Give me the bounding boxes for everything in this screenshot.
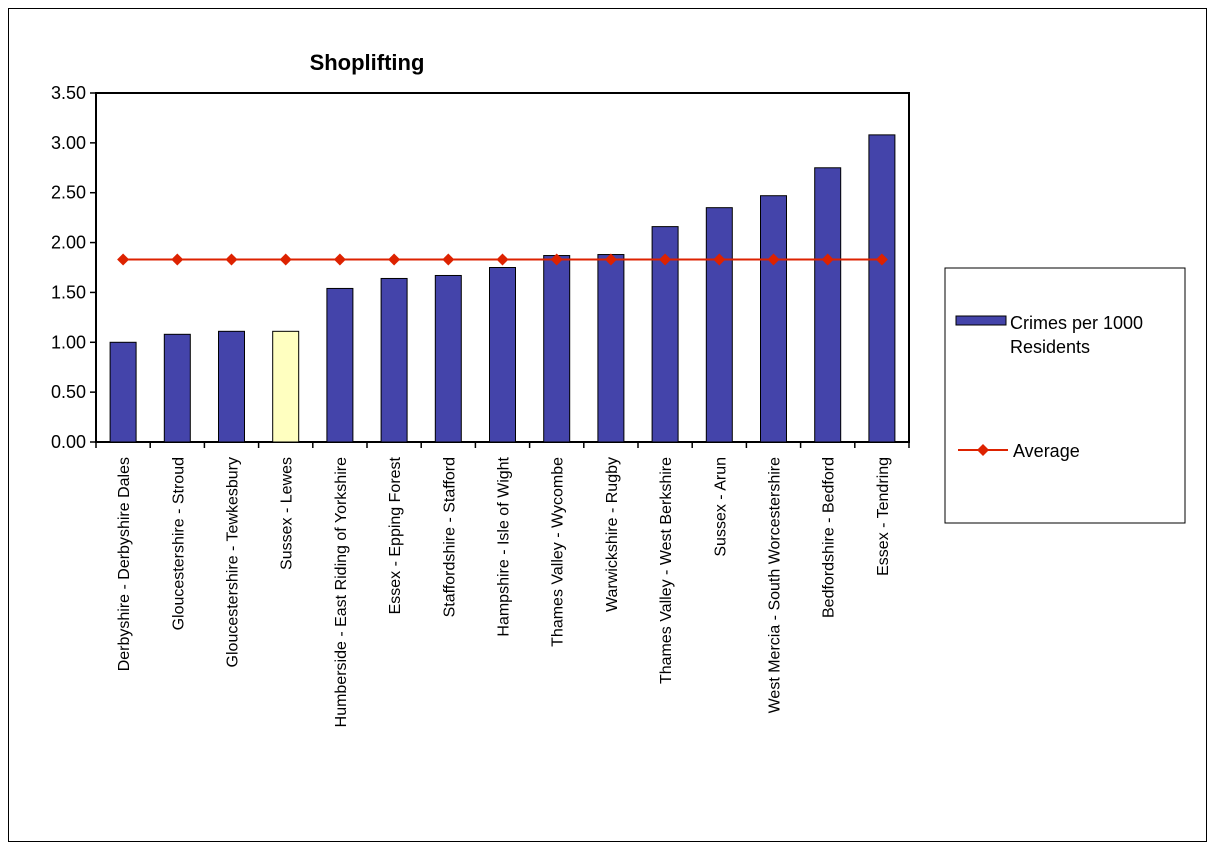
average-marker xyxy=(225,253,238,266)
bar xyxy=(109,341,137,443)
category-label: Derbyshire - Derbyshire Dales xyxy=(116,457,133,671)
average-marker xyxy=(496,253,509,266)
category-label: Thames Valley - Wycombe xyxy=(550,457,567,647)
bar xyxy=(489,267,516,443)
average-marker xyxy=(659,253,672,266)
average-marker xyxy=(442,253,455,266)
bar xyxy=(597,254,625,443)
average-marker xyxy=(821,253,834,266)
bar xyxy=(543,255,571,443)
y-tick-label: 3.50 xyxy=(51,83,86,103)
average-marker xyxy=(550,253,563,266)
average-marker xyxy=(388,253,401,266)
bar xyxy=(868,134,896,443)
chart-title: Shoplifting xyxy=(310,50,425,75)
category-label: Gloucestershire - Tewkesbury xyxy=(225,457,242,667)
legend-bar-swatch xyxy=(955,315,1007,326)
bar xyxy=(434,274,462,443)
average-marker xyxy=(767,253,780,266)
bar xyxy=(326,287,354,443)
y-tick-label: 1.50 xyxy=(51,282,86,302)
category-label: Hampshire - Isle of Wight xyxy=(496,456,513,636)
bar xyxy=(814,167,842,443)
average-marker xyxy=(333,253,346,266)
legend-box xyxy=(944,267,1186,524)
category-label: Gloucestershire - Stroud xyxy=(170,457,187,630)
bar xyxy=(163,333,191,443)
category-label: Sussex - Arun xyxy=(712,457,729,557)
average-marker xyxy=(875,253,888,266)
average-marker xyxy=(171,253,184,266)
category-label: Thames Valley - West Berkshire xyxy=(658,457,675,684)
average-marker xyxy=(604,253,617,266)
category-label: Bedfordshire - Bedford xyxy=(821,457,838,618)
average-marker xyxy=(117,253,130,266)
legend-label: Residents xyxy=(1010,337,1090,357)
category-label: Sussex - Lewes xyxy=(279,457,296,570)
plot-area: 0.00 0.50 1.00 1.50 2.00 2.50 3.00 3.50 Derbyshi… xyxy=(51,83,910,727)
y-tick-label: 0.00 xyxy=(51,432,86,452)
category-label: Warwickshire - Rugby xyxy=(604,457,621,612)
legend-label: Crimes per 1000 xyxy=(1010,313,1143,333)
y-tick-label: 1.00 xyxy=(51,332,86,352)
bar xyxy=(760,195,787,443)
bar xyxy=(218,330,245,443)
bar xyxy=(380,277,408,443)
bar xyxy=(651,226,679,443)
category-label: Staffordshire - Stafford xyxy=(441,457,458,617)
y-tick-label: 3.00 xyxy=(51,133,86,153)
category-label: Essex - Epping Forest xyxy=(387,456,404,614)
category-label: West Mercia - South Worcestershire xyxy=(767,457,784,713)
category-label: Essex - Tendring xyxy=(875,457,892,576)
average-marker xyxy=(279,253,292,266)
y-tick-label: 0.50 xyxy=(51,382,86,402)
legend: Crimes per 1000 Residents Average xyxy=(944,267,1186,524)
y-tick-label: 2.00 xyxy=(51,233,86,253)
legend-diamond-marker xyxy=(977,444,989,456)
bar-highlight xyxy=(272,330,300,443)
category-label: Humberside - East Riding of Yorkshire xyxy=(333,457,350,727)
legend-label: Average xyxy=(1013,441,1080,461)
y-tick-label: 2.50 xyxy=(51,183,86,203)
average-marker xyxy=(713,253,726,266)
bar xyxy=(705,207,733,443)
